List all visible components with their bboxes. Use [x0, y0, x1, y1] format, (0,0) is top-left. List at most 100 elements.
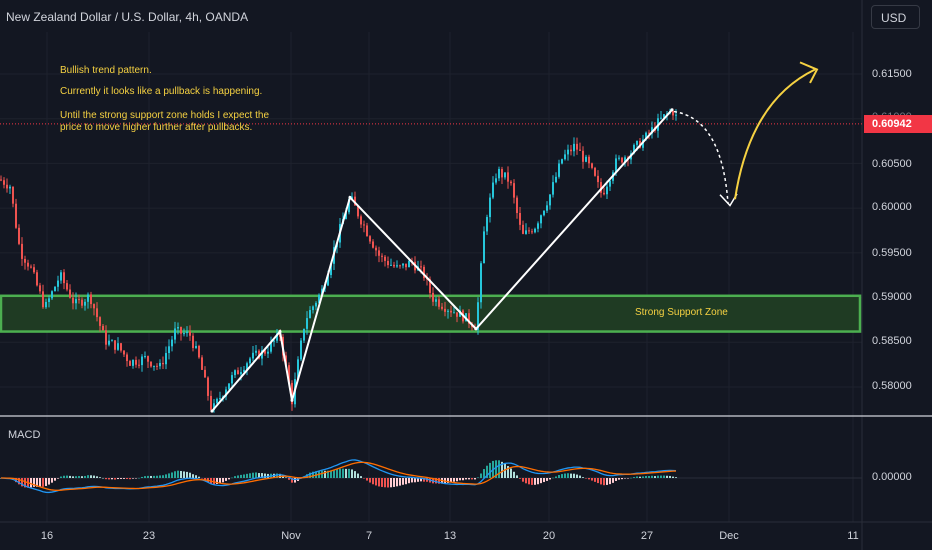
candle-body [48, 298, 50, 302]
macd-histogram-bar [333, 469, 335, 478]
macd-indicator-label[interactable]: MACD [8, 429, 41, 441]
macd-histogram-bar [102, 477, 104, 479]
pullback-projection [673, 110, 729, 204]
candle-body [36, 272, 38, 286]
macd-histogram-bar [351, 469, 353, 478]
macd-histogram-bar [393, 478, 395, 487]
bullish-projection-arrow [734, 68, 816, 200]
macd-histogram-bar [543, 478, 545, 483]
macd-histogram-bar [201, 478, 203, 479]
candle-body [54, 286, 56, 292]
candle-body [225, 389, 227, 397]
macd-histogram-bar [546, 478, 548, 481]
candle-body [207, 377, 209, 396]
candle-body [549, 194, 551, 206]
currency-button[interactable]: USD [871, 5, 920, 29]
macd-histogram-bar [483, 469, 485, 478]
candle-body [501, 169, 503, 178]
macd-histogram-bar [36, 478, 38, 487]
macd-histogram-bar [666, 475, 668, 478]
candle-body [603, 192, 605, 195]
macd-histogram-bar [252, 472, 254, 478]
macd-histogram-bar [477, 477, 479, 478]
price-tick-label: 0.58500 [872, 335, 912, 347]
candle-body [15, 203, 17, 228]
candle-body [594, 167, 596, 176]
candle-body [552, 182, 554, 195]
macd-histogram-bar [63, 475, 65, 478]
drawing-point [348, 195, 352, 199]
macd-tick-label: 0.00000 [872, 471, 912, 483]
macd-histogram-bar [120, 478, 122, 479]
macd-histogram-bar [81, 476, 83, 478]
macd-histogram-bar [357, 473, 359, 478]
candle-body [315, 302, 317, 307]
drawing-point [210, 409, 214, 413]
drawing-point [670, 108, 674, 112]
symbol-title[interactable]: New Zealand Dollar / U.S. Dollar, 4h, OA… [6, 10, 249, 24]
macd-histogram-bar [378, 478, 380, 487]
macd-histogram-bar [171, 472, 173, 478]
macd-histogram-bar [549, 478, 551, 480]
candle-body [33, 267, 35, 273]
candle-body [75, 299, 77, 304]
candle-body [543, 210, 545, 216]
macd-histogram-bar [42, 478, 44, 487]
macd-histogram-bar [108, 478, 110, 480]
candle-body [402, 263, 404, 266]
candle-body [615, 158, 617, 173]
candle-body [60, 272, 62, 281]
macd-histogram-bar [528, 478, 530, 485]
candle-body [69, 289, 71, 298]
macd-histogram-bar [471, 478, 473, 480]
price-tick-label: 0.58000 [872, 380, 912, 392]
candle-body [588, 156, 590, 164]
macd-histogram-bar [651, 475, 653, 478]
time-tick-label: 23 [142, 530, 156, 542]
macd-histogram-bar [594, 478, 596, 482]
candle-body [228, 383, 230, 390]
candle-body [621, 157, 623, 163]
macd-histogram-bar [69, 475, 71, 478]
macd-histogram-bar [177, 470, 179, 478]
candle-body [18, 227, 20, 244]
candle-body [375, 247, 377, 251]
candle-body [162, 362, 164, 365]
candle-body [483, 231, 485, 264]
candle-body [102, 325, 104, 331]
drawing-point [290, 398, 294, 402]
macd-histogram-bar [204, 478, 206, 481]
macd-histogram-bar [387, 478, 389, 488]
macd-histogram-bar [396, 478, 398, 487]
candle-body [114, 340, 116, 350]
candle-body [120, 343, 122, 351]
macd-histogram-bar [576, 474, 578, 478]
candle-body [111, 340, 113, 342]
candle-body [345, 212, 347, 220]
candle-body [51, 291, 53, 299]
macd-histogram-bar [588, 478, 590, 480]
macd-histogram-bar [57, 478, 59, 479]
candle-body [183, 333, 185, 335]
candle-body [561, 159, 563, 164]
macd-histogram-bar [192, 474, 194, 478]
macd-histogram-bar [24, 478, 26, 488]
macd-histogram-bar [564, 473, 566, 478]
macd-histogram-bar [123, 478, 125, 479]
candle-body [675, 114, 677, 116]
candle-body [264, 350, 266, 354]
macd-histogram-bar [540, 478, 542, 484]
macd-histogram-bar [336, 469, 338, 478]
candle-body [21, 243, 23, 259]
candle-body [495, 178, 497, 183]
macd-histogram-bar [354, 471, 356, 478]
candle-body [174, 328, 176, 340]
candle-body [570, 149, 572, 152]
candle-body [24, 258, 26, 263]
macd-histogram-bar [285, 477, 287, 478]
candle-body [516, 197, 518, 213]
macd-histogram-bar [579, 475, 581, 478]
candle-body [438, 299, 440, 307]
macd-histogram-bar [573, 473, 575, 478]
